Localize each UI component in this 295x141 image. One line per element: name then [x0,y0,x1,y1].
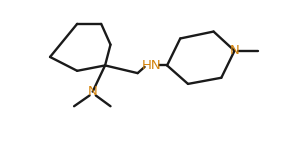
Text: N: N [230,44,239,57]
Text: N: N [88,85,98,98]
Text: HN: HN [142,59,161,72]
